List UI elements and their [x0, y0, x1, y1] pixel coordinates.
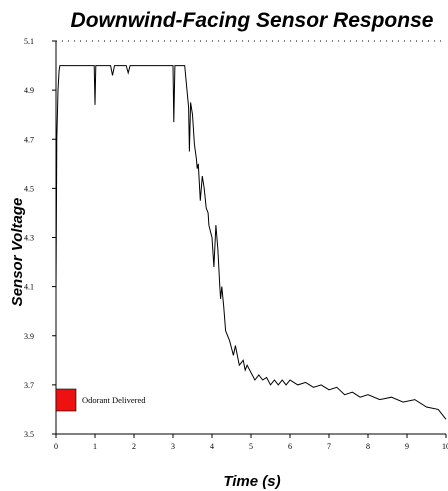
x-tick-label: 4 — [210, 442, 214, 451]
x-tick-label: 9 — [405, 442, 409, 451]
x-tick-label: 2 — [132, 442, 136, 451]
y-tick-label: 4.7 — [24, 135, 34, 144]
series-line — [55, 65, 447, 420]
y-tick-label: 3.5 — [24, 430, 34, 439]
y-axis-label: Sensor Voltage — [9, 198, 26, 307]
y-tick-label: 3.7 — [24, 381, 34, 390]
x-tick-label: 6 — [288, 442, 292, 451]
x-tick-label: 0 — [54, 442, 58, 451]
x-tick-label: 8 — [366, 442, 370, 451]
y-tick-label: 3.9 — [24, 332, 34, 341]
x-tick-label: 5 — [249, 442, 253, 451]
x-tick-label: 7 — [327, 442, 331, 451]
x-tick-label: 10 — [442, 442, 448, 451]
x-tick-label: 1 — [93, 442, 97, 451]
y-tick-label: 4.5 — [24, 184, 34, 193]
chart-title: Downwind-Facing Sensor Response — [71, 9, 434, 32]
legend-swatch — [55, 388, 77, 412]
y-tick-label: 4.1 — [24, 283, 34, 292]
legend-label: Odorant Delivered — [82, 395, 146, 405]
y-tick-label: 4.3 — [24, 234, 34, 243]
y-tick-label: 4.9 — [24, 86, 34, 95]
plot-area: 0 1 2 3 4 5 6 7 8 9 10 3.5 3.7 3.9 4.1 4.3 4.5 4.7 4.9 5.1 O… — [24, 37, 448, 451]
y-tick-label: 5.1 — [24, 37, 34, 46]
x-tick-label: 3 — [171, 442, 175, 451]
x-axis-label: Time (s) — [223, 473, 280, 490]
